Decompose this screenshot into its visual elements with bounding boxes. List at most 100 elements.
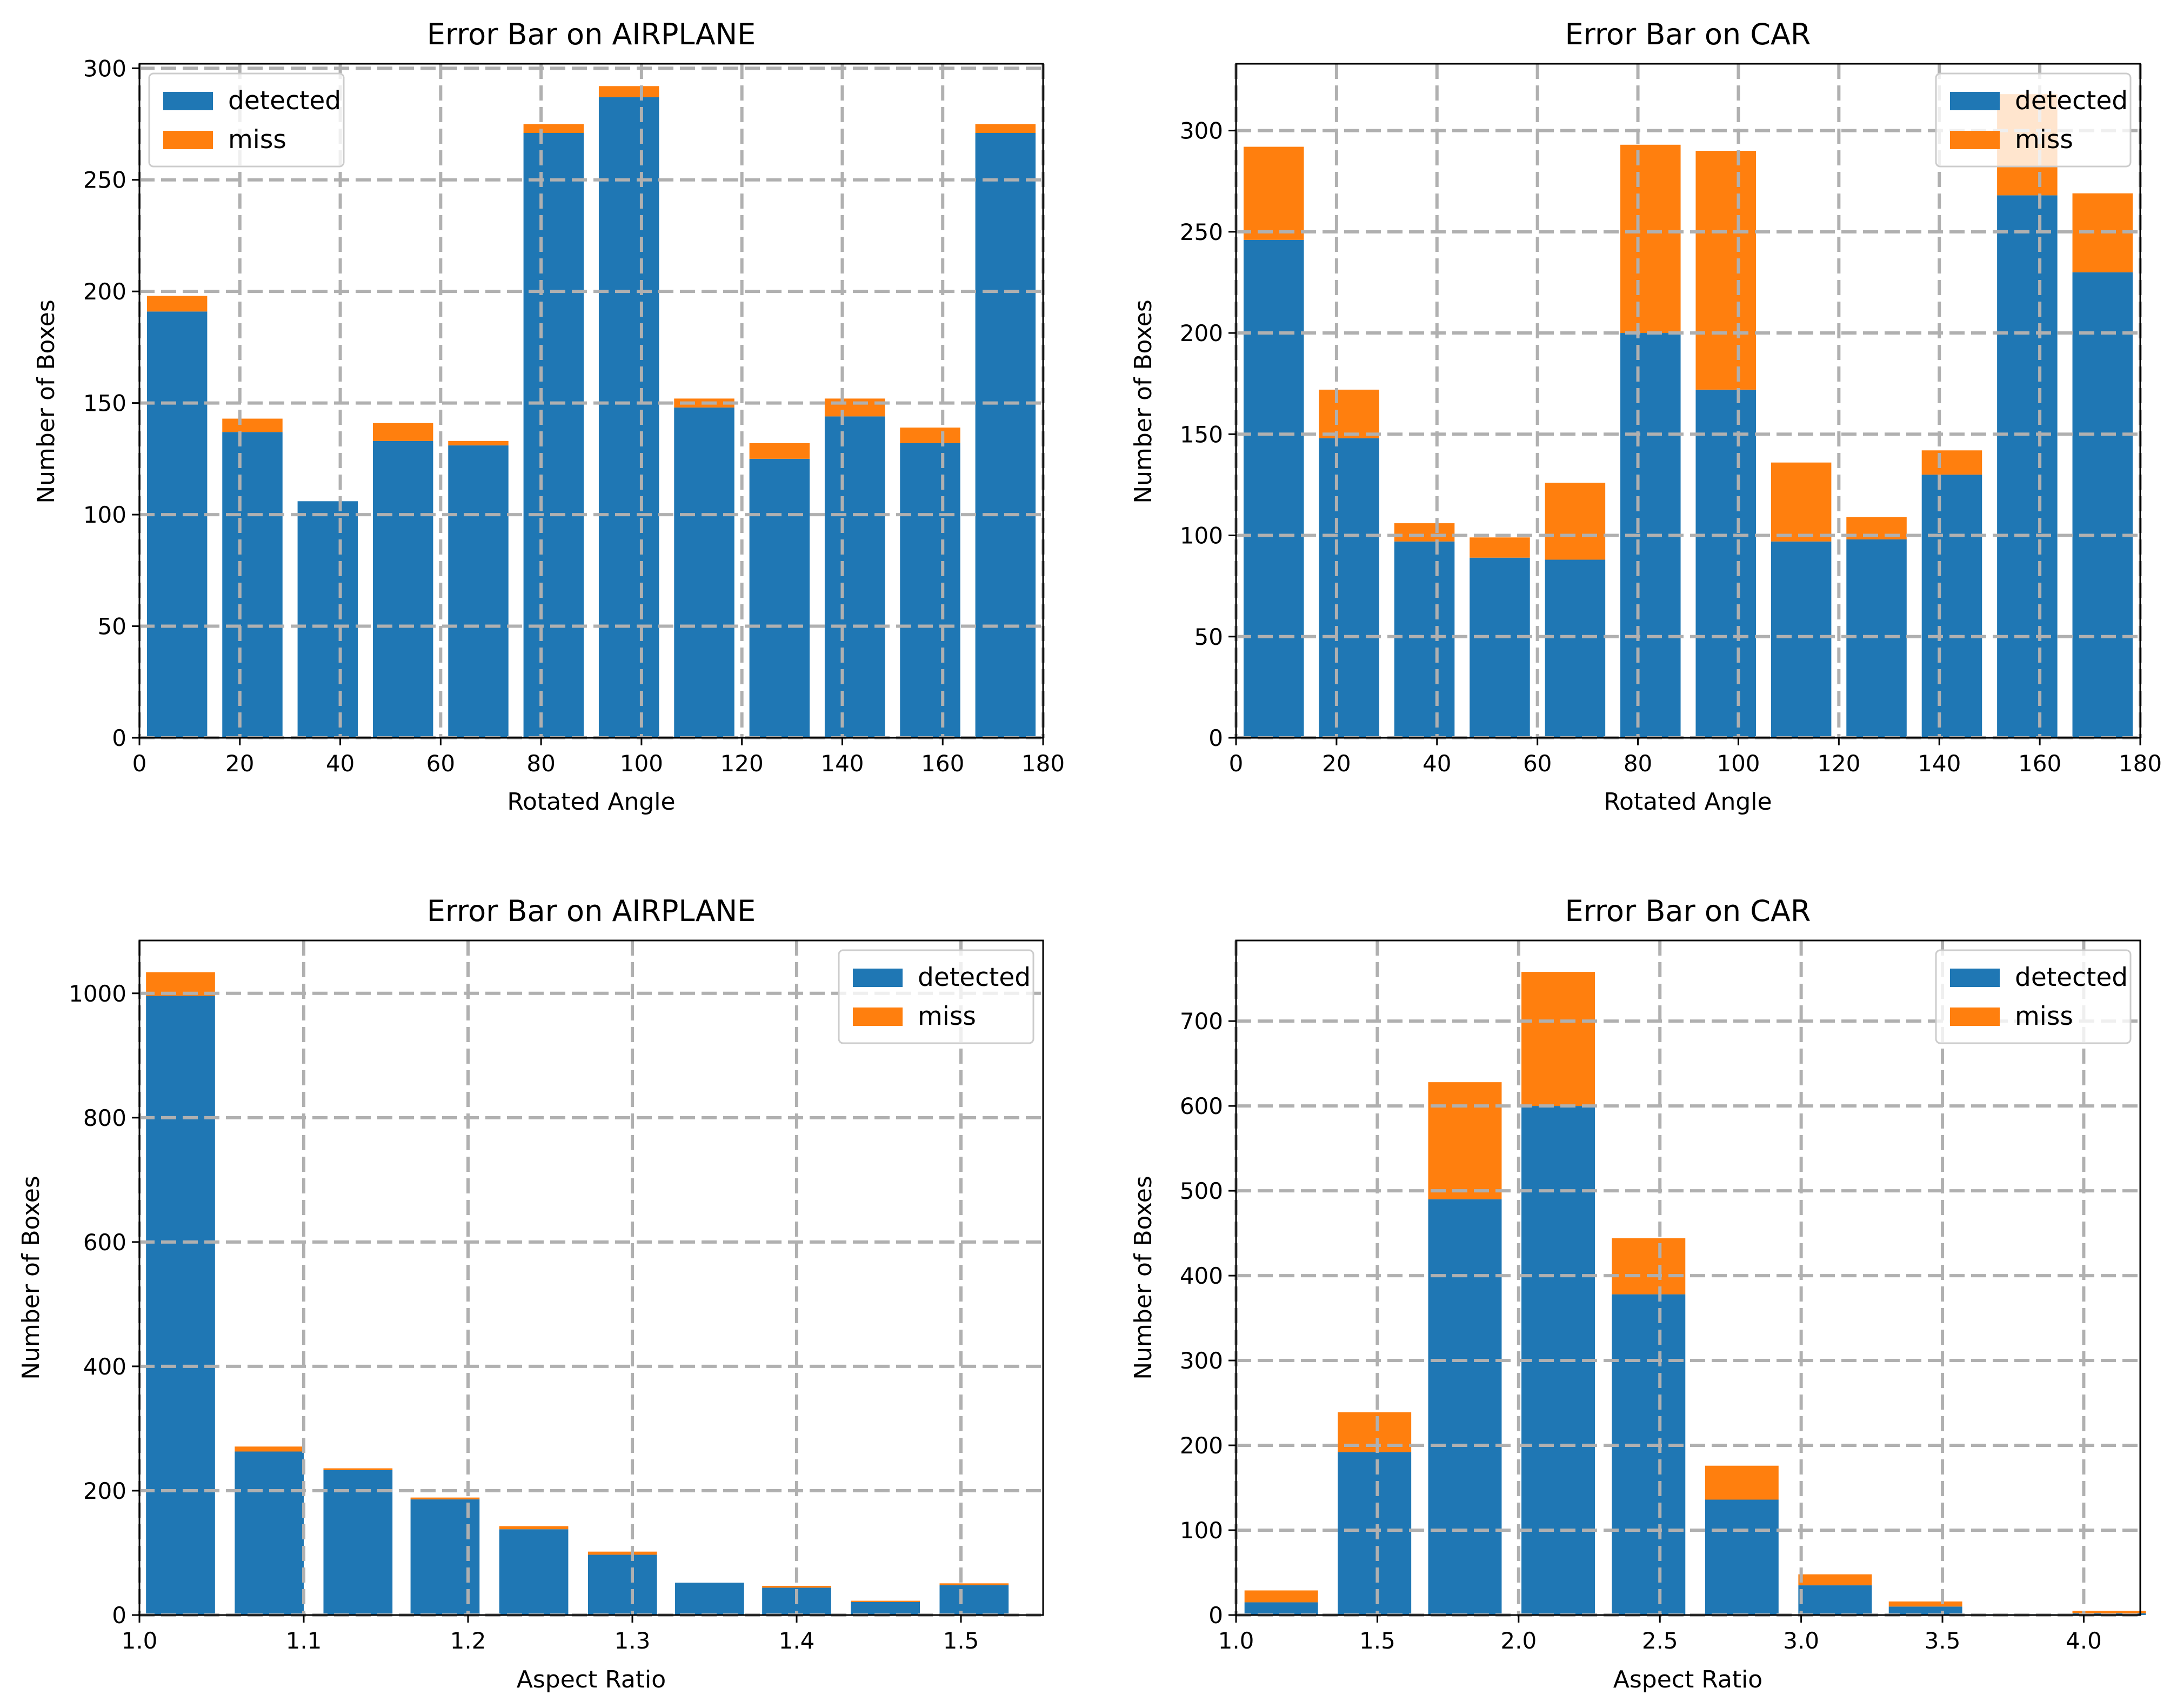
legend-swatch-miss	[853, 1008, 903, 1026]
legend-swatch-detected	[1950, 969, 2000, 987]
bar-miss	[2072, 1611, 2146, 1613]
bar-detected	[2072, 272, 2133, 738]
y-tick-label: 200	[1180, 320, 1223, 346]
bar-miss	[222, 418, 283, 432]
x-tick-label: 60	[1523, 750, 1552, 777]
y-tick-label: 1000	[69, 980, 126, 1007]
y-tick-label: 150	[83, 390, 126, 417]
bar-miss	[448, 441, 509, 446]
bar-miss	[749, 443, 810, 459]
bar-detected	[1705, 1499, 1779, 1615]
bar-detected	[523, 133, 584, 738]
bar-detected	[975, 133, 1036, 738]
x-tick-label: 60	[426, 750, 455, 777]
y-tick-label: 200	[1180, 1432, 1223, 1459]
x-axis-label: Aspect Ratio	[1613, 1666, 1762, 1693]
y-tick-label: 100	[1180, 1517, 1223, 1544]
x-tick-label: 80	[1624, 750, 1652, 777]
bar-miss	[1798, 1574, 1872, 1586]
y-tick-label: 800	[83, 1105, 126, 1131]
x-tick-label: 100	[620, 750, 663, 777]
x-tick-label: 1.3	[615, 1627, 651, 1654]
bars	[1244, 972, 2146, 1615]
x-tick-label: 140	[1918, 750, 1961, 777]
bar-detected	[1244, 1602, 1318, 1615]
bar-detected	[222, 432, 283, 738]
x-tick-label: 2.0	[1500, 1627, 1537, 1654]
legend-swatch-miss	[1950, 1008, 2000, 1026]
bar-miss	[1394, 523, 1455, 542]
legend-label-detected: detected	[228, 86, 341, 116]
bar-detected	[1846, 539, 1907, 738]
subplot-airplane-aspect-ratio: Error Bar on AIRPLANE Aspect Ratio Numbe…	[17, 894, 1044, 1693]
bar-detected	[900, 443, 960, 738]
bars	[146, 86, 1036, 738]
ticks: 0 20 40 60 80 100 120 140 160 180 0 50 100 150 200 250 3…	[1180, 118, 2162, 777]
bar-miss	[900, 428, 960, 443]
x-tick-label: 40	[1423, 750, 1451, 777]
x-tick-label: 20	[1322, 750, 1351, 777]
bar-detected	[675, 1583, 744, 1615]
bar-detected	[235, 1451, 304, 1615]
bar-miss	[939, 1583, 1009, 1585]
bar-miss	[372, 423, 433, 441]
bar-detected	[448, 445, 509, 738]
y-tick-label: 0	[112, 725, 126, 751]
bar-miss	[1695, 151, 1756, 390]
bar-miss	[1771, 462, 1832, 542]
bar-detected	[1394, 541, 1455, 738]
y-tick-label: 0	[1208, 725, 1223, 751]
x-tick-label: 160	[921, 750, 964, 777]
legend-label-miss: miss	[2015, 1002, 2073, 1031]
ticks: 1.0 1.5 2.0 2.5 3.0 3.5 4.0 0 100 200 300 400 500 600…	[1180, 1008, 2102, 1654]
axes-frame	[138, 939, 1044, 1616]
x-tick-label: 160	[2018, 750, 2061, 777]
subplot-car-aspect-ratio: Error Bar on CAR Aspect Ratio Number of …	[1130, 894, 2146, 1693]
bar-detected	[146, 311, 208, 738]
bar-miss	[323, 1468, 393, 1470]
x-tick-label: 180	[1021, 750, 1065, 777]
bar-miss	[146, 296, 208, 312]
x-tick-label: 3.5	[1925, 1627, 1961, 1654]
bar-miss	[1243, 146, 1304, 240]
bar-miss	[824, 398, 885, 417]
x-tick-label: 0	[132, 750, 147, 777]
legend-swatch-detected	[1950, 92, 2000, 110]
bar-miss	[1319, 389, 1379, 438]
x-tick-label: 140	[820, 750, 864, 777]
x-tick-label: 100	[1717, 750, 1760, 777]
bar-detected	[1921, 475, 1982, 738]
bar-detected	[499, 1529, 569, 1615]
bar-miss	[1612, 1238, 1686, 1295]
ticks: 1.0 1.1 1.2 1.3 1.4 1.5 0 200 400 600 800 1000	[69, 980, 979, 1654]
bar-miss	[1244, 1590, 1318, 1603]
bar-miss	[1545, 483, 1606, 560]
y-tick-label: 400	[1180, 1263, 1223, 1289]
chart-title: Error Bar on AIRPLANE	[427, 894, 756, 928]
legend-label-miss: miss	[228, 125, 286, 155]
bar-detected	[598, 97, 659, 738]
legend: detected miss	[1935, 949, 2132, 1044]
y-axis-label: Number of Boxes	[32, 299, 60, 504]
y-tick-label: 300	[1180, 118, 1223, 144]
bar-detected	[749, 458, 810, 738]
axes-frame	[1235, 939, 2141, 1616]
legend-swatch-miss	[163, 131, 213, 149]
bar-miss	[1428, 1082, 1502, 1199]
bar-detected	[1612, 1294, 1686, 1615]
legend-swatch-detected	[163, 92, 213, 110]
y-tick-label: 300	[83, 55, 126, 82]
x-tick-label: 1.5	[1359, 1627, 1395, 1654]
legend: detected miss	[1935, 72, 2132, 168]
legend-label-detected: detected	[2015, 86, 2128, 116]
bar-detected	[824, 416, 885, 738]
bar-miss	[851, 1600, 920, 1602]
y-axis-label: Number of Boxes	[1130, 299, 1157, 504]
y-axis-label: Number of Boxes	[17, 1176, 45, 1380]
y-tick-label: 200	[83, 1478, 126, 1504]
bar-detected	[1428, 1199, 1502, 1615]
legend: detected miss	[148, 72, 345, 168]
legend-label-miss: miss	[918, 1002, 976, 1031]
bar-miss	[598, 86, 659, 97]
bar-detected	[1997, 195, 2058, 738]
